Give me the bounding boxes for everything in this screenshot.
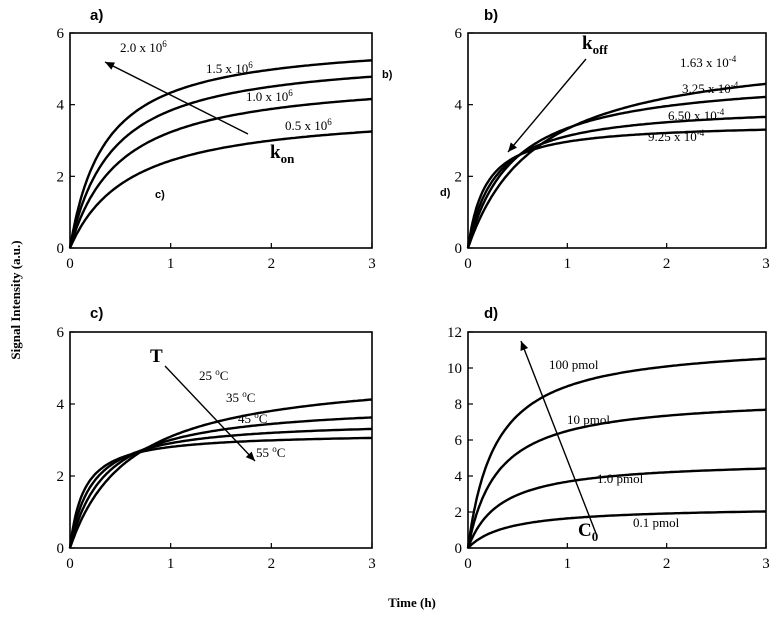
series-line-2 <box>68 75 373 249</box>
y-tick-label: 2 <box>57 169 65 185</box>
series-line-2 <box>466 95 767 249</box>
series-label-3: 1.0 x 106 <box>246 88 293 104</box>
plot-frame <box>467 32 767 249</box>
arrow-head-icon <box>245 451 255 461</box>
series-line-4 <box>466 128 766 249</box>
x-tick-label: 2 <box>268 556 276 572</box>
series-label-1: 2.0 x 106 <box>120 39 167 55</box>
x-tick-label: 2 <box>663 556 671 572</box>
y-tick-label: 0 <box>455 241 463 257</box>
series-line-3 <box>466 467 767 549</box>
arrow-head-icon <box>105 62 115 70</box>
series-line-2 <box>68 416 373 549</box>
x-tick-label: 3 <box>368 556 376 572</box>
x-tick-label: 0 <box>66 256 74 272</box>
trend-arrow <box>164 365 256 462</box>
x-tick-label: 3 <box>762 256 770 272</box>
series-line-1 <box>466 357 767 549</box>
y-tick-label: 0 <box>57 541 65 557</box>
series-label-4: 9.25 x 10-4 <box>648 128 705 144</box>
y-tick-label: 0 <box>455 541 463 557</box>
panel-letter: d) <box>484 305 498 322</box>
y-tick-label: 8 <box>455 397 463 413</box>
panel-letter: b) <box>484 7 498 24</box>
trend-symbol: kon <box>270 142 295 166</box>
x-tick-label: 0 <box>66 556 74 572</box>
series-label-2: 10 pmol <box>567 412 610 427</box>
series-line-1 <box>68 398 373 549</box>
panel-a: 0 1 2 3 0 2 4 6 2.0 x 106 1.5 x 106 1.0 x 106 0.5 x… <box>57 7 393 272</box>
series-label-4: 0.1 pmol <box>633 515 680 530</box>
y-tick-label: 4 <box>57 98 65 114</box>
y-axis-title: Signal Intensity (a.u.) <box>8 240 23 359</box>
series-label-3: 1.0 pmol <box>597 471 644 486</box>
plot-frame <box>69 331 373 549</box>
trend-arrow <box>104 61 249 135</box>
x-tick-label: 1 <box>167 556 175 572</box>
y-tick-label: 6 <box>455 433 463 449</box>
x-tick-label: 2 <box>268 256 276 272</box>
arrow-head-icon <box>520 341 529 351</box>
y-tick-label: 0 <box>57 241 65 257</box>
x-tick-label: 0 <box>464 256 472 272</box>
x-tick-label: 0 <box>464 556 472 572</box>
panel-b: 0 1 2 3 0 2 4 6 1.63 x 10-4 3.25 x 10-4 6.50 x 10-… <box>440 7 770 272</box>
series-line-3 <box>68 97 373 249</box>
series-line-4 <box>68 436 373 549</box>
stray-panel-letter: b) <box>382 69 393 81</box>
series-label-3: 6.50 x 10-4 <box>668 107 725 123</box>
x-tick-label: 2 <box>663 256 671 272</box>
trend-arrow <box>520 340 598 537</box>
series-label-1: 100 pmol <box>549 357 599 372</box>
series-label-2: 3.25 x 10-4 <box>682 80 739 96</box>
y-tick-label: 10 <box>447 361 462 377</box>
series-label-4: 55 oC <box>256 444 285 460</box>
trend-symbol: T <box>150 346 163 367</box>
y-tick-label: 12 <box>447 325 462 341</box>
series-label-4: 0.5 x 106 <box>285 117 332 133</box>
series-label-3: 45 oC <box>238 410 267 426</box>
series-line-3 <box>68 427 373 549</box>
series-label-1: 1.63 x 10-4 <box>680 54 737 70</box>
y-tick-label: 4 <box>57 397 65 413</box>
y-tick-label: 2 <box>455 169 463 185</box>
y-tick-label: 4 <box>455 98 463 114</box>
trend-arrow <box>507 58 587 153</box>
series-label-2: 1.5 x 106 <box>206 60 253 76</box>
y-tick-label: 4 <box>455 469 463 485</box>
panel-letter: a) <box>90 7 103 24</box>
trend-symbol: C0 <box>578 520 598 544</box>
y-tick-label: 2 <box>57 469 65 485</box>
x-tick-label: 1 <box>167 256 175 272</box>
stray-panel-letter: c) <box>155 189 165 201</box>
series-line-2 <box>466 408 767 549</box>
x-tick-label: 3 <box>368 256 376 272</box>
x-tick-label: 1 <box>564 256 572 272</box>
trend-symbol: koff <box>582 33 608 57</box>
x-tick-label: 3 <box>762 556 770 572</box>
x-tick-label: 1 <box>564 556 572 572</box>
x-axis-title: Time (h) <box>388 595 436 610</box>
panel-c: 0 1 2 3 0 2 4 6 25 oC 35 oC 45 oC 55 oC Tc) <box>57 305 376 572</box>
series-line-4 <box>68 130 373 249</box>
panel-letter: c) <box>90 305 103 322</box>
series-label-1: 25 oC <box>199 367 228 383</box>
series-line-3 <box>466 115 767 249</box>
y-tick-label: 6 <box>57 26 65 42</box>
plot-frame <box>69 32 373 249</box>
y-tick-label: 6 <box>57 325 65 341</box>
series-line-4 <box>467 510 766 549</box>
series-line-1 <box>68 59 373 249</box>
y-tick-label: 6 <box>455 26 463 42</box>
series-label-2: 35 oC <box>226 389 255 405</box>
stray-panel-letter: d) <box>440 187 451 199</box>
y-tick-label: 2 <box>455 505 463 521</box>
arrow-head-icon <box>508 142 517 152</box>
